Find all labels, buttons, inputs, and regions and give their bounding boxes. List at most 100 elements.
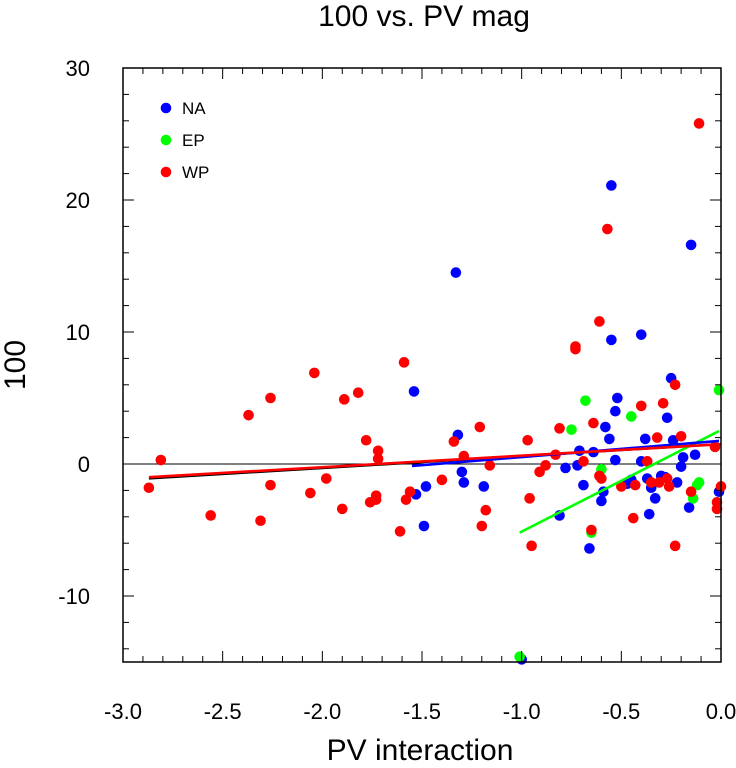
x-axis-title: PV interaction xyxy=(327,734,514,767)
data-point-na xyxy=(612,392,623,404)
data-point-wp xyxy=(265,392,276,404)
data-point-wp xyxy=(484,460,496,471)
data-point-na xyxy=(458,477,470,488)
data-point-wp xyxy=(641,456,653,467)
data-point-na xyxy=(671,477,683,488)
legend-label-ep: EP xyxy=(182,131,205,150)
data-point-wp xyxy=(669,540,681,552)
data-point-wp xyxy=(651,432,663,443)
data-point-na xyxy=(667,434,679,446)
legend: NA EP WP xyxy=(160,99,209,182)
data-point-ep xyxy=(693,477,705,488)
data-point-wp xyxy=(143,482,155,494)
data-point-wp xyxy=(635,400,647,412)
data-point-wp xyxy=(570,341,581,352)
y-tick-label: 0 xyxy=(78,452,90,477)
data-point-wp xyxy=(663,481,675,492)
data-point-na xyxy=(610,454,621,466)
data-point-na xyxy=(643,508,655,520)
data-point-wp xyxy=(205,510,217,521)
data-point-wp xyxy=(675,430,687,442)
data-point-wp xyxy=(554,423,565,434)
data-point-wp xyxy=(594,316,605,327)
x-tick-label: -1.5 xyxy=(403,699,441,724)
legend-marker-wp xyxy=(160,166,172,178)
data-point-na xyxy=(560,462,571,474)
data-point-wp xyxy=(669,379,681,391)
data-point-wp xyxy=(321,473,332,484)
data-point-wp xyxy=(448,436,460,447)
data-point-na xyxy=(677,452,689,463)
data-point-wp xyxy=(645,477,657,488)
data-point-wp xyxy=(526,540,537,552)
data-point-na xyxy=(635,329,647,340)
plot-area xyxy=(123,118,727,665)
x-tick-label: -0.5 xyxy=(602,699,640,724)
data-point-wp xyxy=(436,474,448,486)
axis-tick-labels: -3.0 -2.5 -2.0 -1.5 -1.0 -0.5 0.0 -10 0 10 20 30 xyxy=(58,56,736,724)
data-point-wp xyxy=(309,367,320,379)
x-tick-label: -1.0 xyxy=(503,699,541,724)
data-point-wp xyxy=(372,453,384,465)
data-point-na xyxy=(683,502,695,513)
data-point-na xyxy=(418,520,430,532)
data-point-wp xyxy=(404,486,416,498)
data-point-wp xyxy=(398,357,410,368)
data-point-na xyxy=(639,433,651,445)
y-tick-label: -10 xyxy=(58,584,90,609)
data-point-na xyxy=(685,239,697,251)
data-point-ep xyxy=(580,395,591,406)
data-point-wp xyxy=(480,504,492,516)
data-point-na xyxy=(649,493,661,504)
x-tick-label: 0.0 xyxy=(706,699,736,724)
data-point-wp xyxy=(370,494,382,505)
y-tick-label: 10 xyxy=(66,320,90,345)
data-point-ep xyxy=(514,651,525,663)
data-point-wp xyxy=(661,473,673,484)
x-tick-label: -2.5 xyxy=(204,699,242,724)
fit-line-wp xyxy=(148,442,722,479)
legend-label-na: NA xyxy=(182,99,206,118)
data-point-wp xyxy=(265,479,276,491)
data-point-wp xyxy=(588,417,599,429)
data-point-wp xyxy=(711,503,723,515)
legend-marker-na xyxy=(160,102,172,114)
x-tick-label: -3.0 xyxy=(104,699,142,724)
data-point-wp xyxy=(540,460,551,471)
data-point-wp xyxy=(586,524,597,536)
data-point-na xyxy=(604,433,615,445)
data-point-na xyxy=(600,421,611,433)
data-point-wp xyxy=(372,445,384,457)
data-point-na xyxy=(578,479,589,491)
data-point-wp xyxy=(657,397,669,409)
data-point-wp xyxy=(336,503,348,515)
data-point-ep xyxy=(713,384,725,396)
data-point-wp xyxy=(629,479,641,491)
data-point-wp xyxy=(578,456,589,467)
y-tick-label: 30 xyxy=(66,56,90,81)
data-point-wp xyxy=(524,493,535,504)
data-point-wp xyxy=(602,223,613,235)
data-point-wp xyxy=(155,454,167,466)
data-point-wp xyxy=(522,434,533,446)
plot-frame xyxy=(122,67,722,663)
data-point-na xyxy=(661,412,673,424)
data-point-na xyxy=(689,449,701,461)
data-point-wp xyxy=(693,118,705,129)
data-point-wp xyxy=(305,487,316,499)
x-tick-label: -2.0 xyxy=(303,699,341,724)
data-point-na xyxy=(478,481,490,492)
fit-line-ep xyxy=(519,429,720,534)
chart-title: 100 vs. PV mag xyxy=(318,0,530,33)
data-point-wp xyxy=(394,526,406,537)
data-point-ep xyxy=(626,411,637,422)
data-point-na xyxy=(606,180,617,191)
data-point-wp xyxy=(338,394,350,405)
data-point-na xyxy=(596,495,607,507)
data-point-wp xyxy=(627,512,639,524)
data-point-wp xyxy=(400,494,412,505)
y-tick-label: 20 xyxy=(66,188,90,213)
data-point-wp xyxy=(243,409,254,421)
data-point-wp xyxy=(352,387,364,399)
